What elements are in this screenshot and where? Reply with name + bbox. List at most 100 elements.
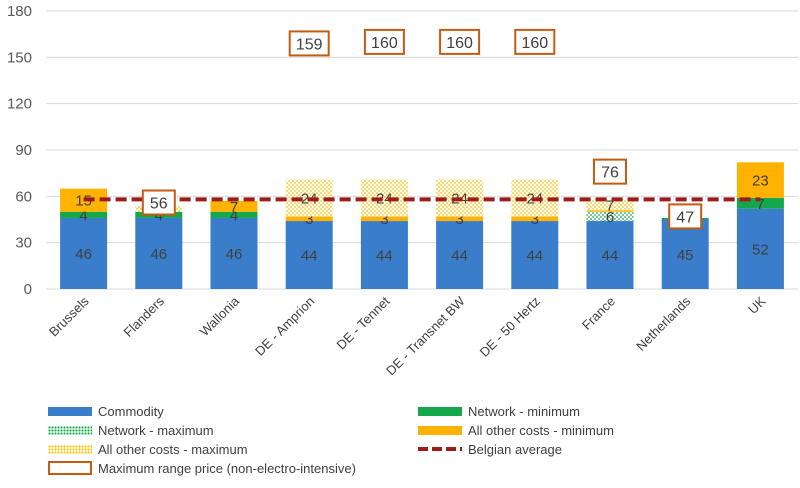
legend-item-max-range-price: Maximum range price (non-electro-intensi… xyxy=(48,459,356,477)
legend-item-belgian-average: Belgian average xyxy=(418,440,562,458)
legend-label-commodity: Commodity xyxy=(98,403,164,419)
max-range-price-label: 47 xyxy=(676,209,694,226)
legend-swatch-commodity xyxy=(48,406,92,416)
data-label-commodity: 44 xyxy=(526,248,543,265)
data-label-commodity: 44 xyxy=(451,248,468,265)
legend-label-belgian-average: Belgian average xyxy=(468,441,562,457)
data-label-network_min: 4 xyxy=(79,207,87,224)
data-label-other_min: 7 xyxy=(230,199,238,216)
bar-segment-commodity xyxy=(661,219,709,289)
max-range-price-label: 160 xyxy=(371,35,398,52)
data-label-network_min: 7 xyxy=(756,196,764,213)
x-tick-label: Wallonia xyxy=(197,293,243,339)
data-label-other_min: 3 xyxy=(455,211,463,228)
bar-segment-commodity xyxy=(210,217,258,289)
y-tick-label: 60 xyxy=(15,188,32,205)
data-label-other_min: 3 xyxy=(380,211,388,228)
legend-swatch-other-max xyxy=(48,444,92,454)
bar-segment-other_min xyxy=(436,216,484,222)
bar-segment-network_min xyxy=(60,211,108,218)
legend-item-other-max: All other costs - maximum xyxy=(48,440,248,458)
data-label-commodity: 46 xyxy=(150,246,167,263)
x-tick-label: DE - Transnet BW xyxy=(383,293,468,378)
bar-segment-commodity xyxy=(436,221,484,289)
x-axis-ticks: Brussels Flanders Wallonia DE - Amprion DE -… xyxy=(46,293,769,378)
data-label-commodity: 44 xyxy=(301,248,318,265)
max-range-price-label: 160 xyxy=(521,35,548,52)
x-tick-label: DE - Tennet xyxy=(334,293,393,352)
legend-item-other-min: All other costs - minimum xyxy=(418,421,614,439)
bar-segment-other_min xyxy=(360,216,408,222)
data-label-commodity: 52 xyxy=(752,241,769,258)
data-label-commodity: 46 xyxy=(75,246,92,263)
legend-swatch-network-max xyxy=(48,425,92,435)
legend-label-max-range-price: Maximum range price (non-electro-intensi… xyxy=(98,460,356,476)
data-label-other_min: 3 xyxy=(531,211,539,228)
bar-segment-other_min xyxy=(586,210,634,212)
bar-segment-commodity xyxy=(285,221,333,289)
max-range-price-box xyxy=(514,28,556,55)
data-label-commodity: 46 xyxy=(226,246,243,263)
max-range-price-label: 159 xyxy=(296,36,323,53)
max-range-price-box xyxy=(141,189,176,216)
data-label-commodity: 44 xyxy=(376,248,393,265)
legend-label-other-max: All other costs - maximum xyxy=(98,441,248,457)
x-tick-label: Brussels xyxy=(46,293,92,339)
legend-swatch-other-min xyxy=(418,425,462,435)
legend: Commodity Network - maximum All other co… xyxy=(48,400,788,480)
bar-segment-commodity xyxy=(736,208,784,289)
bar-segment-other_min xyxy=(511,216,559,222)
legend-item-network-max: Network - maximum xyxy=(48,421,214,439)
bar-segment-commodity xyxy=(360,221,408,289)
bar-segment-commodity xyxy=(60,217,108,289)
data-label-other_min: 3 xyxy=(305,211,313,228)
legend-swatch-belgian-average xyxy=(418,447,462,451)
legend-label-other-min: All other costs - minimum xyxy=(468,422,614,438)
max-range-price-box xyxy=(593,158,627,185)
max-range-price-box xyxy=(363,28,405,55)
legend-item-commodity: Commodity xyxy=(48,402,164,420)
max-range-price-box xyxy=(439,28,481,55)
max-range-price-label: 56 xyxy=(150,196,168,213)
bar-segment-other_min xyxy=(210,200,258,212)
data-label-network_min: 4 xyxy=(155,207,163,224)
y-tick-label: 180 xyxy=(7,3,32,20)
y-tick-label: 120 xyxy=(7,96,32,113)
legend-label-network-max: Network - maximum xyxy=(98,422,214,438)
data-label-other_max: 24 xyxy=(376,190,393,207)
legend-item-network-min: Network - minimum xyxy=(418,402,580,420)
data-label-commodity: 44 xyxy=(602,248,619,265)
y-tick-label: 30 xyxy=(15,235,32,252)
bar-segment-network_min xyxy=(736,197,784,209)
bar-segment-other_max xyxy=(586,199,634,211)
x-tick-label: DE - Amprion xyxy=(252,294,317,359)
y-axis-ticks: 0 30 60 90 120 150 180 xyxy=(7,3,32,298)
data-label-commodity: 45 xyxy=(677,247,694,264)
max-range-price-label: 160 xyxy=(446,35,473,52)
max-range-price-label: 76 xyxy=(601,165,619,182)
data-label-network_max: 6 xyxy=(606,209,614,226)
x-tick-label: Flanders xyxy=(121,293,168,340)
max-range-price-box xyxy=(288,30,330,57)
x-tick-label: Netherlands xyxy=(633,293,694,354)
bar-segment-other_min xyxy=(285,216,333,222)
data-label-other_min: 23 xyxy=(752,173,769,190)
x-tick-label: DE - 50 Hertz xyxy=(477,294,543,360)
legend-label-network-min: Network - minimum xyxy=(468,403,580,419)
bar-segment-network_min xyxy=(210,211,258,218)
bar-segment-commodity xyxy=(135,217,183,289)
bar-segment-commodity xyxy=(511,221,559,289)
bar-segment-other_max xyxy=(360,179,408,217)
data-label-other_max: 7 xyxy=(606,197,614,214)
bar-segment-network_max xyxy=(586,211,634,222)
bar-segment-other_min xyxy=(736,162,784,198)
legend-swatch-max-range-price xyxy=(48,461,92,475)
x-tick-label: France xyxy=(579,294,618,333)
max-range-price-box xyxy=(668,203,703,230)
y-tick-label: 90 xyxy=(15,142,32,159)
legend-swatch-network-min xyxy=(418,406,462,416)
x-tick-label: UK xyxy=(745,293,769,317)
y-tick-label: 0 xyxy=(24,281,32,298)
